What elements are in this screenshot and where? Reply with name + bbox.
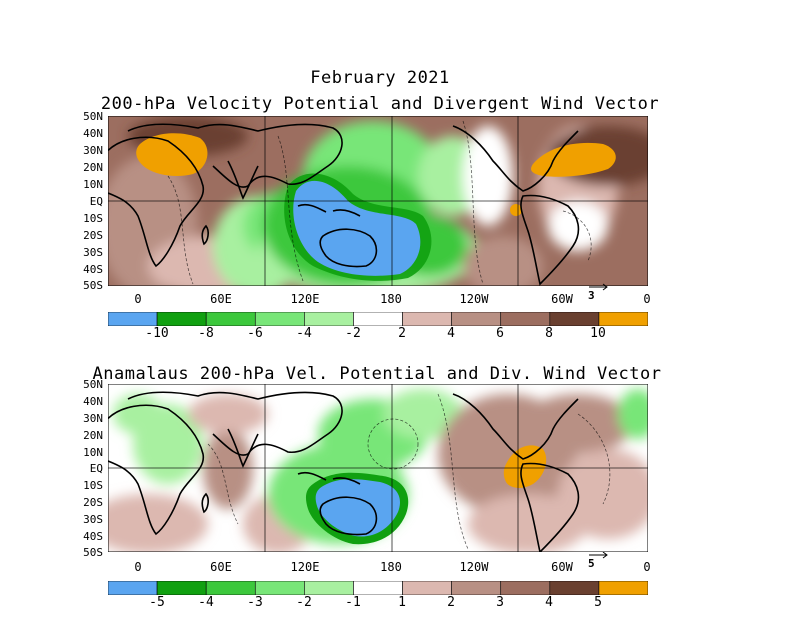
lat-tick: EQ	[89, 195, 103, 208]
colorbar-swatch	[254, 311, 305, 327]
colorbar-label: 4	[545, 595, 553, 610]
lat-tick: 40N	[83, 127, 103, 140]
figure-title: February 2021	[310, 68, 450, 88]
panel-2-colorbar	[107, 580, 649, 599]
colorbar-swatch	[402, 311, 452, 327]
lat-tick: EQ	[89, 462, 103, 475]
colorbar-swatch	[402, 580, 452, 596]
colorbar-swatch	[156, 311, 207, 327]
lon-tick: 60E	[210, 292, 232, 306]
panel-1-map	[108, 116, 648, 286]
colorbar-label: 4	[447, 326, 455, 341]
lat-tick: 40N	[83, 395, 103, 408]
velocity-potential-map	[108, 116, 648, 286]
lon-tick: 120W	[459, 292, 489, 306]
panel-2-reference-vector: 5	[588, 551, 608, 570]
colorbar-swatch	[451, 311, 502, 327]
colorbar-swatch	[500, 311, 551, 327]
panel-1-title: 200-hPa Velocity Potential and Divergent…	[100, 94, 660, 114]
lat-tick: 30S	[83, 246, 103, 259]
velocity-potential-anomaly-map	[108, 384, 648, 552]
colorbar-label: 1	[398, 595, 406, 610]
lon-tick: 120E	[290, 560, 320, 574]
lat-tick: 50N	[83, 378, 103, 391]
panel-2-map	[108, 384, 648, 552]
lon-tick: 0	[134, 560, 142, 574]
colorbar-label: -5	[149, 595, 165, 610]
lat-tick: 20N	[83, 429, 103, 442]
colorbar-swatch	[451, 580, 502, 596]
colorbar-label: -2	[345, 326, 361, 341]
colorbar-label: 2	[447, 595, 455, 610]
lat-tick: 50N	[83, 110, 103, 123]
lat-tick: 10S	[83, 212, 103, 225]
reference-vector-label: 3	[588, 289, 595, 302]
panel-1-colorbar	[107, 311, 649, 330]
colorbar-swatch	[205, 311, 256, 327]
colorbar-swatch	[304, 311, 354, 327]
lat-tick: 20N	[83, 161, 103, 174]
lon-tick: 0	[643, 560, 651, 574]
lon-tick: 180	[380, 560, 402, 574]
lat-tick: 30N	[83, 144, 103, 157]
colorbar-label: -10	[145, 326, 169, 341]
colorbar-label: -4	[198, 595, 214, 610]
lat-tick: 20S	[83, 229, 103, 242]
colorbar-swatch	[254, 580, 305, 596]
colorbar-swatch	[107, 311, 158, 327]
lat-tick: 10N	[83, 178, 103, 191]
colorbar-label: 5	[594, 595, 602, 610]
colorbar-label: 8	[545, 326, 553, 341]
lon-tick: 60W	[551, 560, 573, 574]
colorbar-label: -1	[345, 595, 361, 610]
colorbar-swatch	[353, 580, 403, 596]
lat-tick: 40S	[83, 530, 103, 543]
colorbar-swatch	[500, 580, 551, 596]
colorbar-swatches	[107, 580, 649, 596]
reference-arrow-icon	[589, 283, 608, 291]
colorbar-label: 2	[398, 326, 406, 341]
colorbar-label: -3	[247, 595, 263, 610]
colorbar-swatch	[205, 580, 256, 596]
colorbar-swatch	[598, 580, 649, 596]
colorbar-swatches	[107, 311, 649, 327]
colorbar-swatch	[353, 311, 403, 327]
lat-tick: 10N	[83, 446, 103, 459]
colorbar-label: -8	[198, 326, 214, 341]
lon-tick: 0	[134, 292, 142, 306]
lon-tick: 60W	[551, 292, 573, 306]
colorbar-swatch	[107, 580, 158, 596]
lat-tick: 40S	[83, 263, 103, 276]
colorbar-label: 3	[496, 595, 504, 610]
lon-tick: 120W	[459, 560, 489, 574]
colorbar-swatch	[598, 311, 649, 327]
lon-tick: 0	[643, 292, 651, 306]
reference-vector-label: 5	[588, 557, 595, 570]
lat-tick: 30N	[83, 412, 103, 425]
colorbar-swatch	[304, 580, 354, 596]
lat-tick: 50S	[83, 279, 103, 292]
colorbar-label: 6	[496, 326, 504, 341]
panel-1-reference-vector: 3	[588, 283, 608, 302]
lon-tick: 180	[380, 292, 402, 306]
lat-tick: 20S	[83, 496, 103, 509]
colorbar-swatch	[549, 580, 600, 596]
reference-arrow-icon	[589, 551, 608, 559]
colorbar-label: -4	[296, 326, 312, 341]
lat-tick: 50S	[83, 546, 103, 559]
lon-tick: 120E	[290, 292, 320, 306]
colorbar-label: 10	[590, 326, 606, 341]
colorbar-label: -6	[247, 326, 263, 341]
lat-tick: 30S	[83, 513, 103, 526]
lat-tick: 10S	[83, 479, 103, 492]
colorbar-swatch	[156, 580, 207, 596]
panel-2-title: Anamalaus 200-hPa Vel. Potential and Div…	[92, 364, 662, 384]
colorbar-swatch	[549, 311, 600, 327]
lon-tick: 60E	[210, 560, 232, 574]
colorbar-label: -2	[296, 595, 312, 610]
